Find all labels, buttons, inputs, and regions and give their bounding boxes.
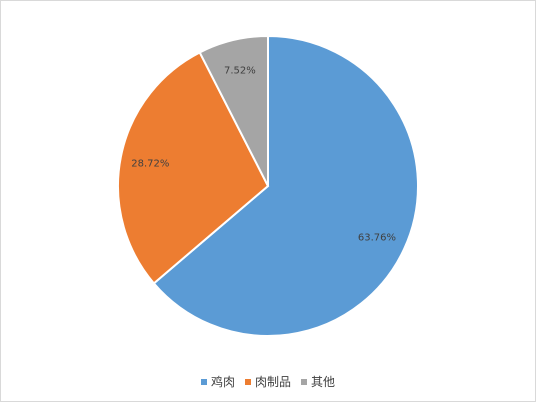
- legend-label-other: 其他: [311, 375, 336, 389]
- slice-chicken: [152, 34, 419, 337]
- data-label-other: 7.52%: [224, 65, 256, 76]
- legend: 鸡肉 肉制品 其他: [1, 373, 535, 390]
- legend-item-other: 其他: [301, 373, 335, 390]
- data-label-meat-products: 28.72%: [131, 159, 169, 170]
- legend-swatch-meat-products: [244, 378, 251, 385]
- legend-item-chicken: 鸡肉: [200, 373, 235, 390]
- data-label-chicken: 63.76%: [358, 232, 396, 243]
- legend-swatch-other: [301, 378, 307, 385]
- legend-label-chicken: 鸡肉: [210, 375, 235, 389]
- slice-other: [198, 34, 269, 187]
- legend-item-meat-products: 肉制品: [244, 373, 291, 390]
- slice-meat-products: [117, 51, 270, 285]
- legend-label-meat-products: 肉制品: [254, 375, 291, 389]
- legend-swatch-chicken: [200, 378, 207, 385]
